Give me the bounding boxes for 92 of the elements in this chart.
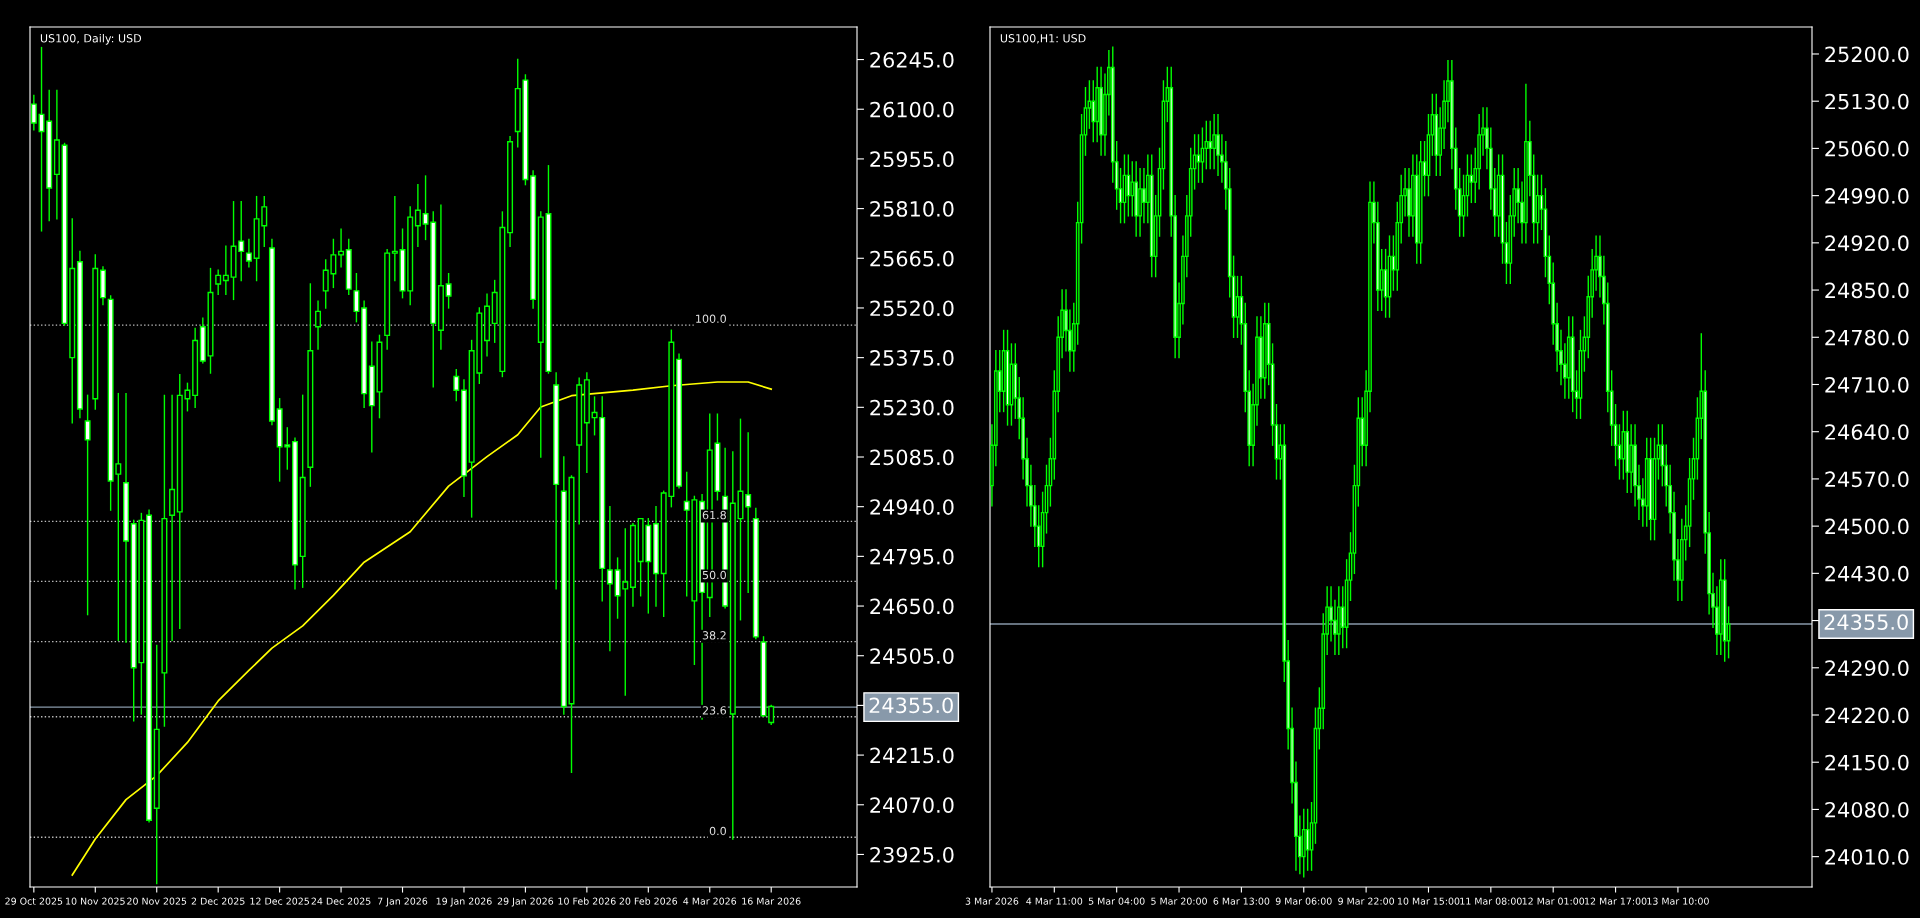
annotation: 38.2: [702, 631, 726, 640]
y-tick-label: 25375.0: [870, 350, 954, 366]
x-tick-label: 16 Mar 2026: [742, 897, 801, 905]
x-tick-label: 29 Jan 2026: [497, 897, 554, 907]
candlestick: [353, 272, 360, 323]
candlestick: [1305, 808, 1310, 871]
candlestick: [453, 368, 460, 402]
candlestick: [222, 245, 229, 295]
x-tick-label: 10 Nov 2025: [66, 897, 125, 905]
line-series: [71, 381, 773, 876]
y-tick-label: 25085.0: [870, 449, 954, 466]
y-tick-label: 24080.0: [1825, 801, 1909, 818]
x-tick-label: 4 Mar 2026: [683, 897, 737, 905]
x-tick-label: 12 Dec 2025: [250, 897, 309, 905]
x-tick-label: 7 Jan 2026: [377, 897, 428, 907]
candlestick: [245, 238, 252, 268]
y-tick-label: 24500.0: [1825, 518, 1909, 535]
x-tick-label: 9 Mar 06:00: [1275, 897, 1332, 905]
y-tick-label: 24150.0: [1825, 754, 1909, 771]
candlestick: [215, 269, 222, 295]
x-tick-label: 5 Mar 20:00: [1151, 897, 1207, 905]
y-tick-label: 24710.0: [1825, 376, 1909, 393]
y-tick-label: 26100.0: [870, 101, 954, 118]
x-tick-label: 10 Mar 15:00: [1397, 897, 1460, 905]
candlestick: [745, 432, 752, 594]
x-tick-label: 10 Feb 2026: [558, 897, 616, 905]
text: US100, Daily: USD: [40, 33, 142, 45]
y-tick-label: 23925.0: [870, 846, 954, 863]
y-tick-label: 24220.0: [1825, 707, 1909, 724]
y-tick-label: 24570.0: [1825, 471, 1909, 488]
ref-line-label: 24355.0: [1824, 614, 1908, 630]
y-tick-label: 25200.0: [1825, 46, 1909, 63]
candlestick: [606, 505, 613, 652]
candlestick: [445, 272, 452, 309]
y-tick-label: 24940.0: [870, 499, 954, 515]
y-tick-label: 26245.0: [870, 52, 954, 68]
x-tick-label: 19 Jan 2026: [436, 897, 492, 907]
y-tick-label: 24010.0: [1825, 849, 1909, 865]
y-tick-label: 25060.0: [1825, 140, 1909, 157]
x-tick-label: 20 Feb 2026: [619, 897, 678, 905]
y-tick-label: 24990.0: [1825, 188, 1909, 204]
y-tick-label: 25955.0: [870, 151, 954, 168]
y-tick-label: 24640.0: [1825, 424, 1909, 440]
candlestick: [1142, 167, 1146, 224]
y-tick-label: 25230.0: [870, 399, 954, 416]
candlestick: [84, 394, 91, 616]
candlestick: [1469, 154, 1474, 204]
x-tick-label: 3 Mar 2026: [965, 897, 1019, 905]
x-tick-label: 13 Mar 10:00: [1647, 897, 1709, 905]
x-tick-label: 9 Mar 22:00: [1338, 897, 1395, 905]
annotation: 0.0: [709, 826, 726, 836]
y-tick-label: 24215.0: [870, 747, 954, 764]
annotation: 61.8: [702, 510, 726, 520]
candlestick: [1212, 113, 1216, 170]
y-tick-label: 24505.0: [870, 648, 954, 664]
x-tick-label: 12 Mar 17:00: [1585, 897, 1647, 905]
candlestick: [414, 183, 421, 247]
y-tick-label: 25665.0: [870, 250, 954, 267]
y-tick-label: 24650.0: [870, 598, 954, 615]
y-tick-label: 24850.0: [1825, 282, 1909, 299]
candlestick: [1196, 134, 1201, 183]
x-tick-label: 6 Mar 13:00: [1213, 897, 1270, 905]
candlestick: [391, 195, 398, 282]
annotation: 23.6: [702, 706, 727, 715]
x-tick-label: 4 Mar 11:00: [1026, 897, 1083, 905]
candlestick: [1660, 424, 1665, 487]
text: US100,H1: USD: [1000, 34, 1086, 44]
candlestick: [1091, 80, 1096, 143]
y-tick-label: 25520.0: [870, 300, 954, 317]
y-tick-label: 24290.0: [1825, 660, 1909, 676]
y-tick-label: 25130.0: [1825, 93, 1909, 110]
candlestick: [1208, 120, 1213, 170]
candlestick: [315, 300, 322, 350]
x-tick-label: 12 Mar 01:00: [1522, 897, 1585, 905]
x-tick-label: 20 Nov 2025: [127, 897, 187, 905]
x-tick-label: 5 Mar 04:00: [1088, 897, 1145, 905]
y-tick-label: 25810.0: [870, 201, 954, 217]
y-tick-label: 24920.0: [1825, 235, 1909, 252]
y-tick-label: 24795.0: [870, 548, 954, 565]
annotation: 50.0: [702, 570, 726, 580]
candlestick: [169, 394, 176, 642]
y-tick-label: 24430.0: [1825, 565, 1909, 582]
y-tick-label: 24070.0: [870, 797, 954, 813]
annotation: 100.0: [696, 314, 726, 323]
ref-line-label: 24355.0: [869, 697, 953, 714]
candlestick: [1130, 161, 1135, 217]
x-tick-label: 24 Dec 2025: [311, 897, 371, 905]
x-tick-label: 29 Oct 2025: [5, 897, 63, 905]
x-tick-label: 2 Dec 2025: [191, 897, 245, 905]
x-tick-label: 11 Mar 08:00: [1460, 897, 1522, 905]
candlestick: [338, 228, 345, 268]
y-tick-label: 24780.0: [1825, 329, 1909, 346]
